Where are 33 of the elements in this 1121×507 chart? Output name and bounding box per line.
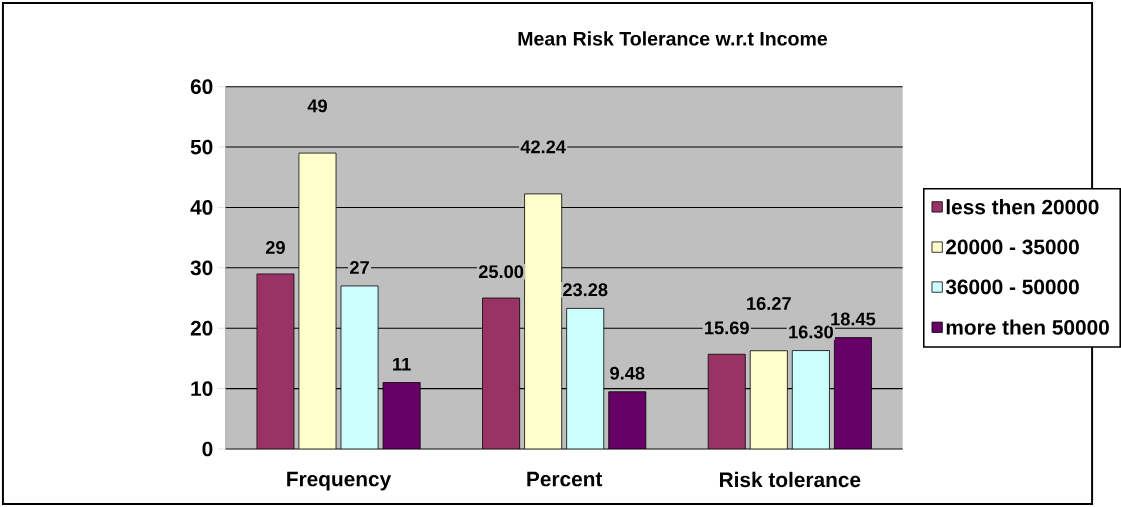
chart-title: Mean Risk Tolerance w.r.t Income [518,31,828,46]
legend-label: more then 50000 [946,319,1109,335]
y-tick-label: 40 [190,200,213,215]
bar [749,350,788,450]
y-tick-label: 10 [191,381,213,396]
data-label: 9.48 [610,366,645,380]
bar [833,337,872,450]
x-tick-label: Risk tolerance [720,471,861,488]
bar [382,382,421,450]
data-label: 27 [350,261,369,274]
legend-label: less then 20000 [946,199,1099,215]
y-tick-label: 20 [190,320,213,336]
y-tick-label: 50 [190,139,213,155]
y-tick-label: 0 [202,441,213,457]
legend-label: 36000 - 50000 [945,279,1079,295]
bar [524,193,563,450]
data-label: 49 [307,99,327,113]
data-label: 16.30 [789,325,833,339]
x-tick-label: Percent [527,471,603,487]
bar [298,152,337,450]
data-label: 11 [393,357,411,371]
data-label: 15.69 [705,321,749,335]
data-label: 42.24 [520,140,566,154]
data-label: 29 [265,241,285,254]
data-label: 16.27 [747,297,791,310]
legend-label: 20000 - 35000 [946,239,1079,255]
x-tick-label: Frequency [287,471,392,491]
data-label: 18.45 [831,312,876,326]
y-tick-label: 60 [190,79,213,95]
data-label: 25.00 [478,265,524,279]
data-label: 23.28 [563,283,608,297]
y-tick-label: 30 [190,260,213,276]
bar [608,391,647,450]
